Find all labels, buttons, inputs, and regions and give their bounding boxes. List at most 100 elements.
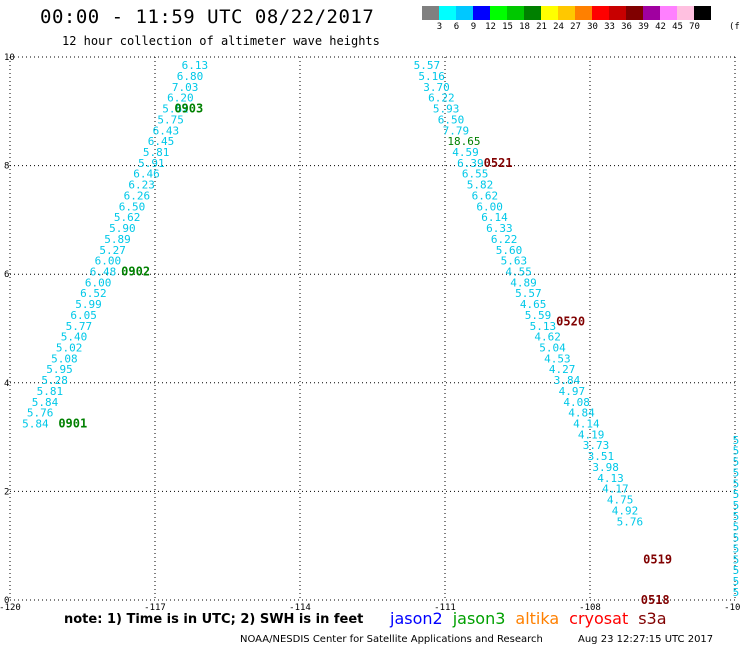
wave-height-value: 3.98 — [592, 461, 619, 474]
y-tick-label: 10 — [4, 53, 15, 63]
wave-height-value: 6.46 — [133, 168, 160, 181]
wave-height-value: 3.84 — [554, 374, 581, 387]
legend-swatch — [558, 6, 575, 20]
chart-subtitle: 12 hour collection of altimeter wave hei… — [62, 34, 380, 48]
wave-height-value: 4.19 — [578, 428, 605, 441]
wave-height-value: 4.59 — [452, 146, 479, 159]
x-tick-label: -114 — [289, 603, 311, 613]
wave-height-value: 5.91 — [138, 157, 165, 170]
wave-height-value: 4.89 — [510, 276, 537, 289]
wave-height-value: 5.84 — [32, 396, 59, 409]
wave-height-value: 5. — [733, 532, 740, 545]
legend-label: 15 — [502, 22, 513, 32]
legend-label: 42 — [655, 22, 666, 32]
wave-height-value: 4.27 — [549, 363, 576, 376]
legend-swatch — [490, 6, 507, 20]
legend-label: 36 — [621, 22, 632, 32]
pass-time-label: 0519 — [643, 552, 672, 566]
wave-height-value: 3.73 — [583, 439, 610, 452]
wave-height-value: 5.93 — [433, 103, 460, 116]
wave-height-value: 5.84 — [22, 418, 49, 431]
wave-height-value: 5.40 — [61, 331, 88, 344]
legend-label: 18 — [519, 22, 530, 32]
wave-height-value: 5.95 — [46, 363, 73, 376]
wave-height-value: 5. — [733, 542, 740, 555]
wave-height-value: 6.22 — [491, 233, 517, 246]
wave-height-value: 6.52 — [80, 287, 107, 300]
legend-label: 12 — [485, 22, 496, 32]
wave-height-value: 5.62 — [114, 211, 140, 224]
y-tick-label: 4 — [4, 379, 9, 389]
wave-height-value: 5. — [733, 456, 740, 469]
wave-height-value: 6.22 — [428, 92, 455, 105]
footer-credit: NOAA/NESDIS Center for Satellite Applica… — [240, 634, 543, 645]
y-tick-label: 6 — [4, 270, 9, 280]
wave-height-value: 5.04 — [539, 342, 566, 355]
satellite-label: jason2 — [390, 609, 443, 628]
y-tick-label: 0 — [4, 596, 9, 606]
footnote: note: 1) Time is in UTC; 2) SWH is in fe… — [64, 612, 364, 627]
wave-height-value: 4.17 — [602, 483, 629, 496]
wave-height-value: 5. — [733, 477, 740, 490]
wave-height-value: 6.00 — [85, 276, 112, 289]
wave-height-value: 4.75 — [607, 494, 634, 507]
wave-height-value: 6.33 — [486, 222, 513, 235]
legend-unit: (ft) — [729, 22, 740, 32]
wave-height-value: 5.63 — [501, 255, 528, 268]
legend-swatch — [677, 6, 694, 20]
x-tick-label: -105 — [724, 603, 740, 613]
x-tick-label: -120 — [0, 603, 21, 613]
pass-time-label: 0521 — [484, 156, 513, 170]
wave-height-value: 3.51 — [588, 450, 615, 463]
wave-height-value: 6.50 — [438, 113, 465, 126]
legend-label: 24 — [553, 22, 564, 32]
pass-time-label: 0520 — [556, 314, 585, 328]
wave-height-value: 5.76 — [617, 515, 644, 528]
wave-height-value: 4.65 — [520, 298, 547, 311]
legend-swatch — [507, 6, 524, 20]
pass-time-label: 0902 — [121, 264, 150, 278]
wave-height-value: 5. — [733, 434, 740, 447]
legend-label: 45 — [672, 22, 683, 32]
wave-height-value: 6.80 — [177, 70, 204, 83]
satellite-label: jason3 — [452, 609, 506, 628]
legend-label: 30 — [587, 22, 598, 32]
wave-height-value: 5.02 — [56, 342, 83, 355]
wave-height-value: 5. — [733, 445, 740, 458]
wave-height-value: 5. — [733, 564, 740, 577]
legend-swatch — [541, 6, 558, 20]
wave-height-value: 7.03 — [172, 81, 199, 94]
wave-height-value: 6.14 — [481, 211, 508, 224]
wave-height-value: 4.97 — [559, 385, 586, 398]
wave-height-value: 6.20 — [167, 92, 194, 105]
legend-swatch — [660, 6, 677, 20]
legend-label: 39 — [638, 22, 649, 32]
x-tick-label: -117 — [144, 603, 166, 613]
wave-height-value: 5.90 — [109, 222, 136, 235]
wave-height-value: 6.26 — [124, 189, 151, 202]
wave-height-value: 5. — [733, 510, 740, 523]
wave-height-value: 5.8 — [733, 586, 740, 599]
wave-height-value: 5.75 — [157, 113, 184, 126]
pass-time-label: 0903 — [174, 102, 203, 116]
wave-height-value: 6.50 — [119, 200, 146, 213]
wave-height-value: 6.13 — [182, 59, 209, 72]
legend-swatch — [592, 6, 609, 20]
legend-swatch — [456, 6, 473, 20]
wave-height-value: 5.99 — [75, 298, 102, 311]
wave-height-value: 3.70 — [423, 81, 450, 94]
wave-height-value: 6.43 — [153, 124, 180, 137]
wave-height-value: 5.57 — [414, 59, 441, 72]
wave-height-value: 5.77 — [66, 320, 93, 333]
wave-height-value: 5.76 — [27, 407, 53, 420]
color-scale-legend — [422, 6, 711, 20]
legend-swatch — [439, 6, 456, 20]
wave-height-value: 5. — [733, 521, 740, 534]
legend-label: 21 — [536, 22, 547, 32]
legend-label: 27 — [570, 22, 581, 32]
x-tick-label: -108 — [579, 603, 601, 613]
wave-height-value: 5.62 — [162, 103, 189, 116]
wave-height-value: 5.59 — [525, 309, 552, 322]
wave-height-value: 5.81 — [37, 385, 64, 398]
